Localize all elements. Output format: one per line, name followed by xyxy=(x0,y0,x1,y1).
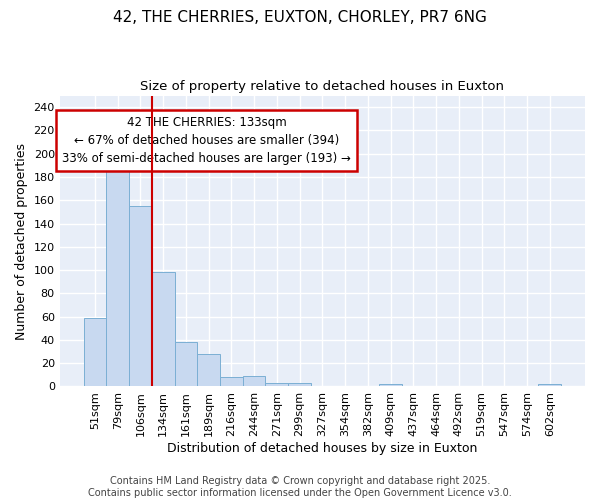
Bar xyxy=(265,383,288,386)
Bar xyxy=(106,169,129,386)
Y-axis label: Number of detached properties: Number of detached properties xyxy=(15,142,28,340)
Text: 42, THE CHERRIES, EUXTON, CHORLEY, PR7 6NG: 42, THE CHERRIES, EUXTON, CHORLEY, PR7 6… xyxy=(113,10,487,25)
Text: Contains HM Land Registry data © Crown copyright and database right 2025.
Contai: Contains HM Land Registry data © Crown c… xyxy=(88,476,512,498)
Bar xyxy=(129,206,152,386)
Bar xyxy=(197,354,220,386)
Bar xyxy=(175,342,197,386)
Bar xyxy=(288,383,311,386)
Bar xyxy=(220,377,243,386)
Bar xyxy=(152,272,175,386)
Bar xyxy=(83,318,106,386)
Text: 42 THE CHERRIES: 133sqm
← 67% of detached houses are smaller (394)
33% of semi-d: 42 THE CHERRIES: 133sqm ← 67% of detache… xyxy=(62,116,351,165)
Bar xyxy=(243,376,265,386)
Bar xyxy=(379,384,402,386)
Bar xyxy=(538,384,561,386)
X-axis label: Distribution of detached houses by size in Euxton: Distribution of detached houses by size … xyxy=(167,442,478,455)
Title: Size of property relative to detached houses in Euxton: Size of property relative to detached ho… xyxy=(140,80,505,93)
